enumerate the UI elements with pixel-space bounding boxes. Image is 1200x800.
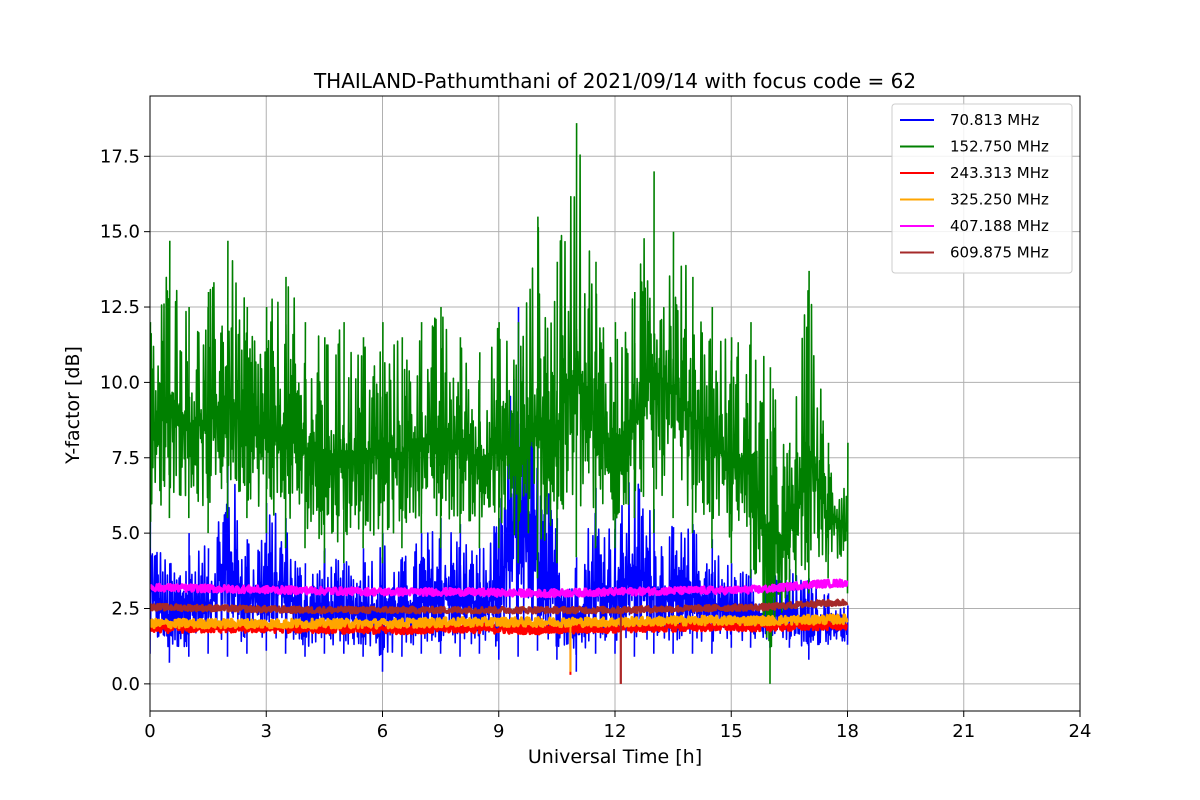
x-tick-label: 21 xyxy=(952,721,975,742)
x-tick-label: 6 xyxy=(377,721,388,742)
y-axis-title: Y-factor [dB] xyxy=(62,346,84,465)
x-tick-label: 18 xyxy=(836,721,859,742)
series-line-325-250-mhz xyxy=(150,613,849,630)
y-tick-label: 5.0 xyxy=(111,523,140,544)
y-tick-label: 17.5 xyxy=(100,146,140,167)
y-tick-label: 12.5 xyxy=(100,297,140,318)
legend: 70.813 MHz 152.750 MHz 243.313 MHz 325.250 … xyxy=(891,103,1073,274)
x-axis-title: Universal Time [h] xyxy=(528,746,702,768)
y-tick-label: 15.0 xyxy=(100,222,140,243)
series-line-243-313-mhz xyxy=(150,619,848,636)
y-tick-label: 7.5 xyxy=(111,448,140,469)
y-tick-label: 10.0 xyxy=(100,372,140,393)
y-tick-label: 0.0 xyxy=(111,674,140,695)
x-tick-label: 3 xyxy=(261,721,272,742)
series-line-609-875-mhz xyxy=(150,598,849,615)
series-line-152-750-mhz xyxy=(150,123,849,684)
series-line-407-188-mhz xyxy=(150,578,849,599)
chart-title: THAILAND-Pathumthani of 2021/09/14 with … xyxy=(313,69,916,93)
x-tick-label: 12 xyxy=(604,721,627,742)
x-tick-label: 0 xyxy=(144,721,155,742)
x-tick-label: 15 xyxy=(720,721,743,742)
legend-entry: 243.313 MHz xyxy=(950,164,1049,182)
legend-entry: 325.250 MHz xyxy=(950,191,1049,209)
legend-entry: 407.188 MHz xyxy=(950,217,1049,235)
legend-box xyxy=(891,103,1073,274)
legend-entry: 152.750 MHz xyxy=(950,138,1049,156)
legend-entry: 609.875 MHz xyxy=(950,244,1049,262)
y-tick-label: 2.5 xyxy=(111,599,140,620)
plot-area xyxy=(150,123,849,684)
axis-ticks: 0 3 6 9 12 15 18 21 24 0.0 2.5 5.0 7.5 10.0 12.5 15.0 17… xyxy=(100,146,1092,742)
x-tick-label: 9 xyxy=(493,721,504,742)
legend-entry: 70.813 MHz xyxy=(950,111,1039,129)
x-tick-label: 24 xyxy=(1069,721,1092,742)
